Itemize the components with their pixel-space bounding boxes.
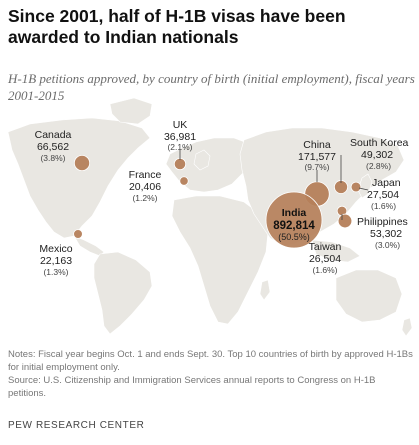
label-france-share: (1.2%) <box>132 193 157 203</box>
southeast-asia-islands <box>311 239 361 263</box>
label-india-share: (50.5%) <box>278 232 310 242</box>
north-america-land <box>7 117 151 239</box>
label-philippines-name: Philippines <box>357 216 408 228</box>
label-south-korea-name: South Korea <box>350 137 409 149</box>
chart-title: Since 2001, half of H-1B visas have been… <box>8 6 346 47</box>
label-south-korea-value: 49,302 <box>361 149 393 161</box>
label-taiwan-value: 26,504 <box>309 253 341 265</box>
bubble-philippines <box>337 213 353 229</box>
label-france-name: France <box>129 169 162 181</box>
label-japan-name: Japan <box>372 177 401 189</box>
bubble-france <box>179 176 189 186</box>
label-india-value: 892,814 <box>273 220 315 232</box>
leader-japan <box>358 187 369 191</box>
label-uk-share: (2.1%) <box>167 142 192 152</box>
label-mexico-name: Mexico <box>39 243 72 255</box>
label-china-name: China <box>303 139 331 151</box>
label-uk-name: UK <box>173 119 188 131</box>
bubble-japan <box>350 181 362 193</box>
bubble-uk <box>173 157 187 171</box>
label-france-value: 20,406 <box>129 181 161 193</box>
label-canada-name: Canada <box>35 129 72 141</box>
label-canada-value: 66,562 <box>37 141 69 153</box>
source-text: Source: U.S. Citizenship and Immigration… <box>8 375 376 399</box>
central-america-land <box>73 235 105 257</box>
bubble-mexico <box>73 229 83 239</box>
label-japan-value: 27,504 <box>367 189 399 201</box>
bubble-canada <box>73 154 91 172</box>
label-philippines-share: (3.0%) <box>375 240 400 250</box>
label-china-share: (9.7%) <box>304 162 329 172</box>
label-mexico-value: 22,163 <box>40 255 72 267</box>
label-taiwan-name: Taiwan <box>309 241 342 253</box>
uk-land <box>193 149 211 171</box>
label-china-value: 171,577 <box>298 151 336 163</box>
leader-lines <box>179 150 369 220</box>
greenland-land <box>109 97 153 125</box>
label-taiwan-share: (1.6%) <box>312 265 337 275</box>
footnotes: Notes: Fiscal year begins Oct. 1 and end… <box>8 348 413 400</box>
label-mexico-share: (1.3%) <box>43 267 68 277</box>
chart-subtitle: H-1B petitions approved, by country of b… <box>8 71 415 103</box>
notes-text: Notes: Fiscal year begins Oct. 1 and end… <box>8 349 413 373</box>
label-japan-share: (1.6%) <box>371 201 396 211</box>
label-canada-share: (3.8%) <box>40 153 65 163</box>
bubbles-layer <box>73 154 362 249</box>
country-labels: Canada 66,562 (3.8%) UK 36,981 (2.1%) Fr… <box>35 119 409 277</box>
label-uk-value: 36,981 <box>164 131 196 143</box>
south-america-land <box>93 251 153 335</box>
madagascar-land <box>259 279 271 301</box>
new-zealand-land <box>401 317 413 337</box>
brand-logo-text: PEW RESEARCH CENTER <box>8 420 145 431</box>
bubble-india <box>265 191 323 249</box>
australia-land <box>335 269 403 323</box>
africa-land <box>171 195 269 325</box>
label-south-korea-share: (2.8%) <box>366 161 391 171</box>
label-india-name: India <box>282 207 307 219</box>
label-philippines-value: 53,302 <box>370 228 402 240</box>
